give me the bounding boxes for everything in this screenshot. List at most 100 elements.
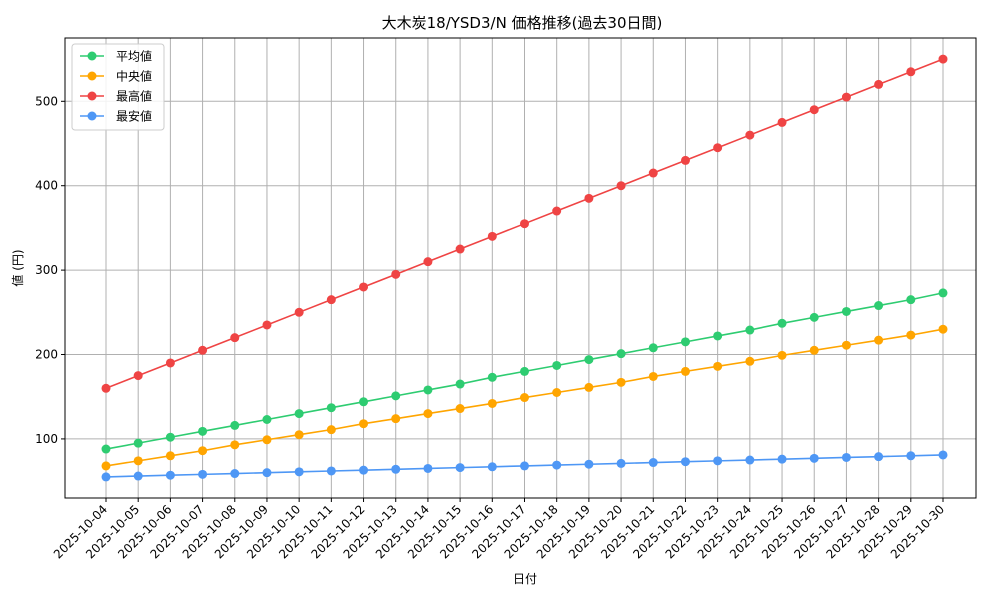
data-point: [938, 324, 948, 334]
data-point: [133, 471, 143, 481]
data-point: [198, 446, 208, 456]
data-point: [455, 404, 465, 414]
data-point: [230, 333, 240, 343]
data-point: [874, 335, 884, 345]
data-point: [230, 440, 240, 450]
data-point: [906, 67, 916, 77]
data-point: [326, 295, 336, 305]
legend-label: 最安値: [116, 109, 152, 124]
y-tick-label: 300: [35, 263, 58, 277]
data-point: [133, 371, 143, 381]
data-point: [552, 206, 562, 216]
chart-title: 大木炭18/YSD3/N 価格推移(過去30日間): [382, 14, 663, 32]
y-tick-label: 200: [35, 348, 58, 362]
legend-marker: [87, 51, 97, 61]
data-point: [809, 105, 819, 115]
data-point: [809, 453, 819, 463]
data-point: [294, 430, 304, 440]
data-point: [552, 387, 562, 397]
data-point: [359, 419, 369, 429]
data-point: [809, 312, 819, 322]
data-point: [101, 383, 111, 393]
data-point: [584, 355, 594, 365]
data-point: [423, 385, 433, 395]
data-point: [165, 432, 175, 442]
y-tick-label: 500: [35, 94, 58, 108]
data-point: [777, 117, 787, 127]
data-point: [165, 470, 175, 480]
data-point: [455, 463, 465, 473]
data-point: [423, 463, 433, 473]
data-point: [938, 54, 948, 64]
data-point: [326, 425, 336, 435]
data-point: [648, 458, 658, 468]
data-point: [745, 325, 755, 335]
data-point: [680, 337, 690, 347]
data-point: [680, 366, 690, 376]
data-point: [487, 231, 497, 241]
legend-label: 平均値: [116, 49, 152, 64]
data-point: [938, 450, 948, 460]
data-point: [648, 168, 658, 178]
data-point: [359, 465, 369, 475]
data-point: [552, 360, 562, 370]
data-point: [326, 403, 336, 413]
data-point: [391, 391, 401, 401]
data-point: [874, 301, 884, 311]
legend-label: 中央値: [116, 69, 152, 84]
data-point: [777, 318, 787, 328]
data-point: [745, 356, 755, 366]
y-tick-label: 100: [35, 432, 58, 446]
data-point: [101, 461, 111, 471]
data-point: [584, 382, 594, 392]
data-point: [262, 468, 272, 478]
data-point: [294, 307, 304, 317]
legend-box: [71, 43, 165, 131]
data-point: [230, 469, 240, 479]
data-point: [198, 345, 208, 355]
data-point: [455, 244, 465, 254]
data-point: [487, 462, 497, 472]
data-point: [326, 466, 336, 476]
legend-marker: [87, 91, 97, 101]
y-axis-label: 値 (円): [10, 249, 25, 286]
data-point: [520, 366, 529, 376]
data-point: [713, 331, 723, 341]
grid-lines: [65, 38, 976, 498]
data-point: [906, 451, 916, 461]
data-point: [777, 454, 787, 464]
data-point: [584, 459, 594, 469]
data-point: [777, 350, 787, 360]
legend-marker: [87, 71, 97, 81]
data-point: [841, 452, 851, 462]
data-point: [520, 461, 529, 471]
data-point: [520, 393, 529, 403]
data-point: [680, 155, 690, 165]
data-point: [874, 79, 884, 89]
data-point: [713, 361, 723, 371]
y-tick-label: 400: [35, 179, 58, 193]
data-point: [165, 451, 175, 461]
data-point: [648, 343, 658, 353]
data-point: [745, 455, 755, 465]
data-point: [648, 371, 658, 381]
legend-marker: [87, 111, 97, 121]
data-point: [713, 456, 723, 466]
x-axis-label: 日付: [513, 572, 537, 586]
data-point: [809, 345, 819, 355]
data-point: [359, 282, 369, 292]
data-point: [713, 143, 723, 153]
data-point: [101, 472, 111, 482]
data-point: [487, 372, 497, 382]
data-point: [906, 330, 916, 340]
data-point: [101, 444, 111, 454]
data-point: [198, 469, 208, 479]
data-point: [906, 295, 916, 305]
data-point: [391, 464, 401, 474]
data-point: [262, 415, 272, 425]
data-point: [487, 398, 497, 408]
data-point: [520, 219, 529, 229]
data-point: [841, 340, 851, 350]
